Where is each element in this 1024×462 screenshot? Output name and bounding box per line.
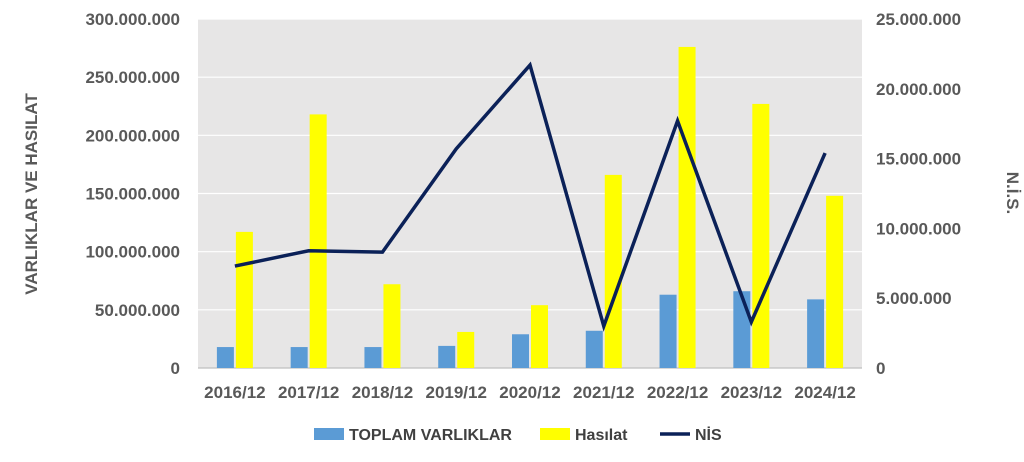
legend-label: NİS bbox=[695, 426, 722, 444]
x-tick-label: 2024/12 bbox=[794, 383, 855, 402]
bar-toplam-varliklar bbox=[585, 330, 603, 368]
legend-swatch bbox=[540, 428, 570, 440]
left-axis-title: VARLIKLAR VE HASILAT bbox=[22, 93, 41, 295]
right-tick-label: 25.000.000 bbox=[876, 10, 961, 29]
x-tick-label: 2020/12 bbox=[499, 383, 560, 402]
x-tick-label: 2018/12 bbox=[352, 383, 413, 402]
right-axis-title: N.İ.S. bbox=[1003, 172, 1022, 215]
left-tick-label: 250.000.000 bbox=[85, 68, 180, 87]
legend: TOPLAM VARLIKLAR Hasılat NİS bbox=[314, 426, 722, 444]
right-tick-label: 0 bbox=[876, 359, 885, 378]
bar-toplam-varliklar bbox=[807, 299, 825, 368]
right-tick-label: 15.000.000 bbox=[876, 150, 961, 169]
bar-toplam-varliklar bbox=[216, 347, 234, 368]
bar-toplam-varliklar bbox=[290, 347, 308, 368]
left-tick-label: 0 bbox=[171, 359, 180, 378]
bar-has-lat bbox=[235, 231, 253, 368]
bar-has-lat bbox=[531, 305, 548, 368]
right-tick-label: 20.000.000 bbox=[876, 80, 961, 99]
x-axis-ticks: 2016/12 2017/12 2018/12 2019/12 2020/12 2021/… bbox=[204, 383, 856, 402]
bar-toplam-varliklar bbox=[659, 294, 677, 368]
right-axis-ticks: 0 5.000.000 10.000.000 15.000.000 20.000.000… bbox=[876, 10, 961, 378]
bar-toplam-varliklar bbox=[512, 334, 529, 368]
right-tick-label: 5.000.000 bbox=[876, 289, 952, 308]
bar-series bbox=[216, 46, 844, 369]
x-tick-label: 2016/12 bbox=[204, 383, 265, 402]
x-tick-label: 2023/12 bbox=[721, 383, 782, 402]
x-tick-label: 2019/12 bbox=[425, 383, 486, 402]
bar-has-lat bbox=[604, 174, 622, 368]
left-tick-label: 200.000.000 bbox=[85, 126, 180, 145]
left-tick-label: 300.000.000 bbox=[85, 10, 180, 29]
bar-toplam-varliklar bbox=[733, 291, 751, 368]
bar-has-lat bbox=[309, 114, 327, 368]
right-tick-label: 10.000.000 bbox=[876, 219, 961, 238]
bar-has-lat bbox=[457, 331, 475, 368]
left-tick-label: 50.000.000 bbox=[95, 301, 180, 320]
left-tick-label: 150.000.000 bbox=[85, 185, 180, 204]
bar-has-lat bbox=[383, 284, 401, 368]
bar-toplam-varliklar bbox=[364, 347, 382, 368]
x-tick-label: 2021/12 bbox=[573, 383, 634, 402]
x-tick-label: 2017/12 bbox=[278, 383, 339, 402]
bar-toplam-varliklar bbox=[438, 345, 456, 368]
x-tick-label: 2022/12 bbox=[647, 383, 708, 402]
legend-swatch bbox=[314, 428, 344, 440]
bar-has-lat bbox=[752, 103, 770, 368]
line-series bbox=[234, 61, 827, 332]
legend-label: TOPLAM VARLIKLAR bbox=[349, 427, 512, 444]
left-tick-label: 100.000.000 bbox=[85, 243, 180, 262]
bar-has-lat bbox=[678, 46, 696, 369]
left-axis-ticks: 0 50.000.000 100.000.000 150.000.000 200.000… bbox=[85, 10, 180, 378]
legend-label: Hasılat bbox=[575, 427, 628, 444]
bar-has-lat bbox=[826, 195, 844, 368]
